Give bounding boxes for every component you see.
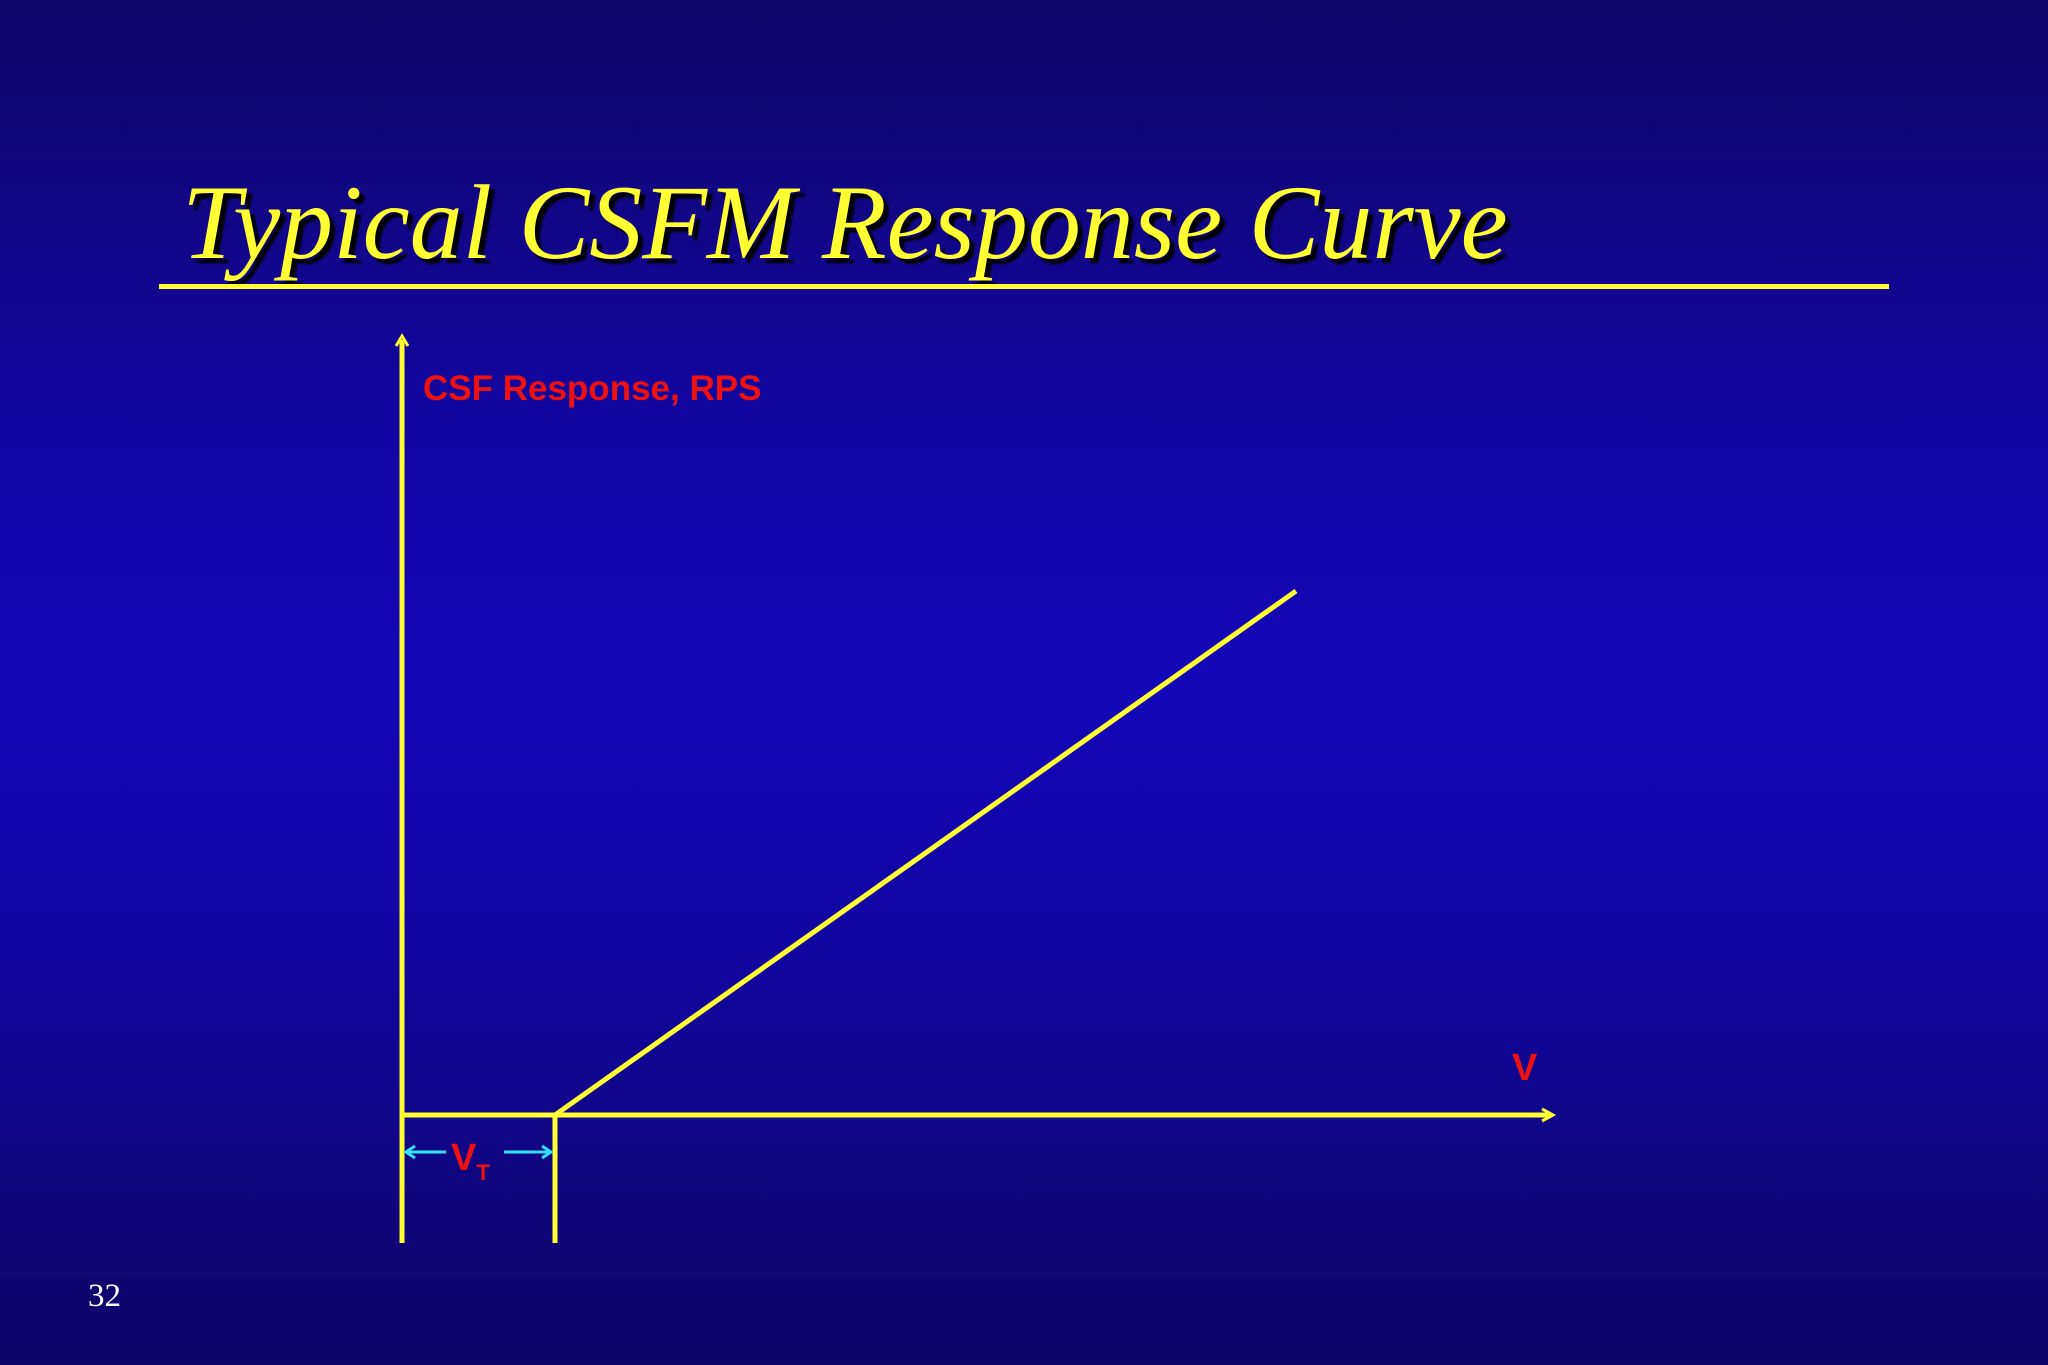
threshold-arrowhead-left [403,1144,416,1160]
x-axis-label: V [1512,1047,1538,1089]
response-line [553,588,1298,1118]
threshold-arrowhead-right [541,1144,554,1160]
threshold-label-subscript: T [476,1160,490,1185]
slide-title: Typical CSFM Response Curve [182,164,1508,281]
threshold-label-main: V [451,1137,477,1179]
page-number: 32 [88,1278,121,1314]
y-axis-label: CSF Response, RPS [423,369,761,408]
title-underline [159,284,1889,289]
x-axis-arrowhead [1541,1107,1557,1123]
threshold-label: VT [451,1137,490,1185]
y-axis-arrowhead [394,333,410,347]
